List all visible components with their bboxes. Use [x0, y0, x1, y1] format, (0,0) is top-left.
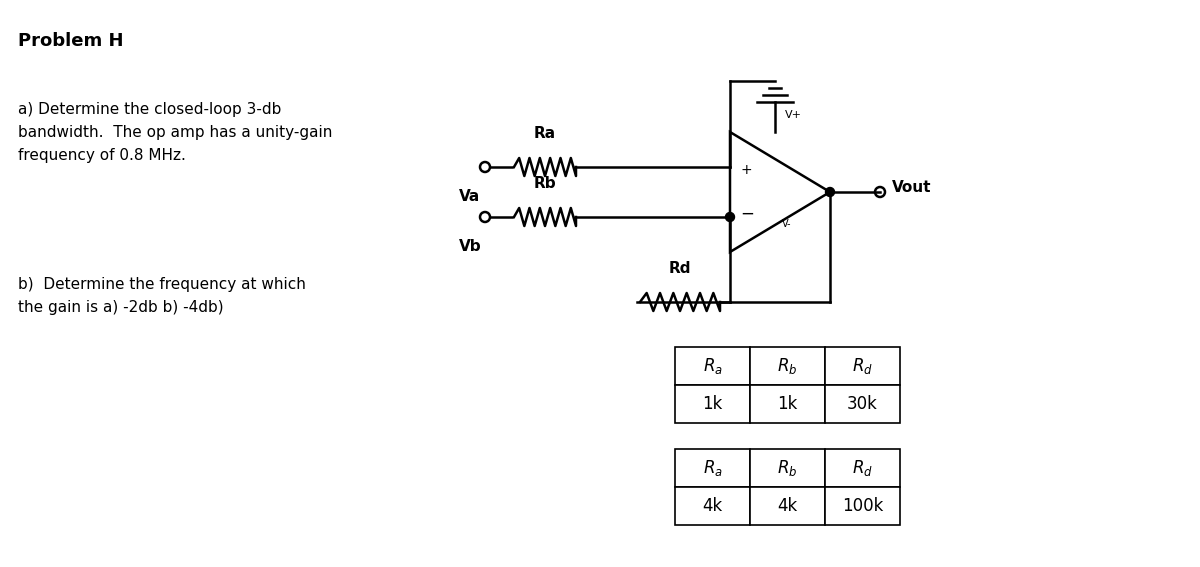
Text: 100k: 100k: [842, 497, 883, 515]
Text: Vout: Vout: [892, 180, 931, 194]
Bar: [826, 347, 900, 385]
Text: Rb: Rb: [534, 176, 557, 191]
Bar: [826, 385, 900, 423]
Bar: [674, 347, 750, 385]
Text: −: −: [740, 205, 754, 223]
Text: $R_b$: $R_b$: [778, 458, 798, 478]
Bar: [674, 385, 750, 423]
Bar: [750, 449, 826, 487]
Text: Va: Va: [460, 189, 481, 204]
Text: 4k: 4k: [778, 497, 798, 515]
Bar: [826, 449, 900, 487]
Text: +: +: [740, 163, 751, 177]
Bar: [674, 487, 750, 525]
Circle shape: [826, 188, 834, 197]
Text: $R_d$: $R_d$: [852, 356, 872, 376]
Text: $R_d$: $R_d$: [852, 458, 872, 478]
Bar: [826, 487, 900, 525]
Text: 30k: 30k: [847, 395, 878, 413]
Text: 4k: 4k: [702, 497, 722, 515]
Text: 1k: 1k: [778, 395, 798, 413]
Text: $R_a$: $R_a$: [702, 458, 722, 478]
Bar: [674, 449, 750, 487]
Text: a) Determine the closed-loop 3-db
bandwidth.  The op amp has a unity-gain
freque: a) Determine the closed-loop 3-db bandwi…: [18, 102, 332, 163]
Bar: [750, 347, 826, 385]
Text: V-: V-: [782, 219, 792, 229]
Bar: [750, 385, 826, 423]
Bar: [750, 487, 826, 525]
Text: Ra: Ra: [534, 126, 556, 141]
Text: 1k: 1k: [702, 395, 722, 413]
Text: Problem H: Problem H: [18, 32, 124, 50]
Text: $R_b$: $R_b$: [778, 356, 798, 376]
Text: Vb: Vb: [458, 239, 481, 254]
Text: Rd: Rd: [668, 261, 691, 276]
Text: $R_a$: $R_a$: [702, 356, 722, 376]
Text: V+: V+: [785, 110, 802, 120]
Text: b)  Determine the frequency at which
the gain is a) -2db b) -4db): b) Determine the frequency at which the …: [18, 277, 306, 315]
Circle shape: [726, 213, 734, 222]
